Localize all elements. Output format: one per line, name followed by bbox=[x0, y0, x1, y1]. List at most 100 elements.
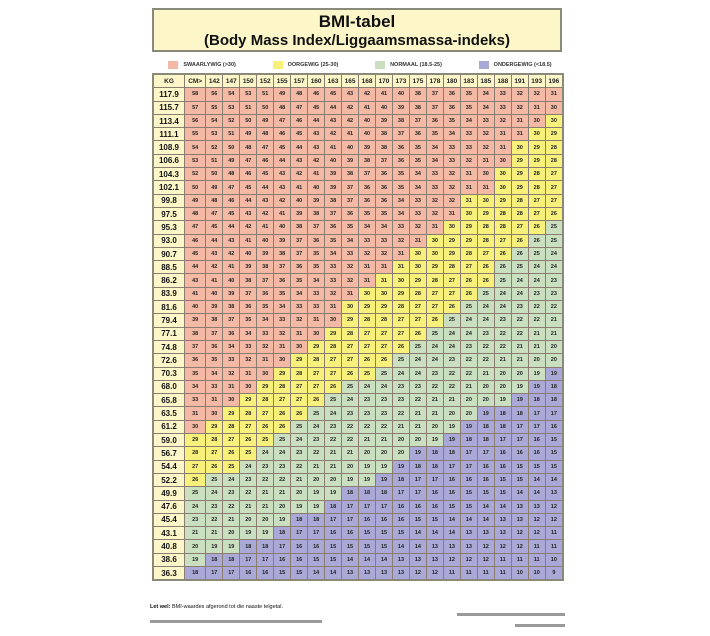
weight-cell: 108.9 bbox=[152, 140, 185, 155]
bmi-cell: 22 bbox=[425, 379, 444, 395]
bmi-cell: 24 bbox=[290, 433, 309, 448]
bmi-cell: 19 bbox=[375, 459, 393, 474]
bmi-cell: 24 bbox=[205, 486, 224, 501]
bmi-cell: 28 bbox=[341, 326, 360, 341]
table-row: 74.8 37 36 34 33 32 31 30 29 28 27 27 27 26 25 24 24 23 22… bbox=[152, 339, 564, 355]
bmi-cell: 31 bbox=[425, 220, 444, 235]
bmi-cell: 23 bbox=[459, 339, 478, 355]
bmi-cell: 20 bbox=[341, 459, 360, 474]
bmi-cell: 35 bbox=[375, 206, 393, 222]
height-header: 185 bbox=[476, 73, 495, 89]
bmi-cell: 29 bbox=[273, 366, 292, 381]
bmi-cell: 46 bbox=[222, 193, 241, 208]
bmi-cell: 31 bbox=[493, 127, 512, 142]
bmi-cell: 26 bbox=[527, 220, 546, 235]
bmi-cell: 27 bbox=[425, 300, 444, 315]
bmi-cell: 26 bbox=[358, 353, 377, 368]
bmi-cell: 18 bbox=[442, 446, 461, 461]
bmi-cell: 57 bbox=[183, 100, 207, 115]
weight-cell: 59.0 bbox=[152, 433, 185, 448]
bmi-cell: 33 bbox=[358, 233, 377, 248]
bmi-cell: 22 bbox=[493, 326, 512, 341]
bmi-cell: 48 bbox=[273, 100, 292, 115]
bmi-cell: 34 bbox=[341, 233, 360, 248]
bmi-cell: 28 bbox=[544, 153, 564, 169]
bmi-cell: 31 bbox=[459, 180, 478, 195]
bmi-cell: 39 bbox=[290, 206, 309, 222]
bmi-cell: 16 bbox=[493, 459, 512, 474]
bmi-cell: 22 bbox=[442, 366, 461, 381]
bmi-cell: 33 bbox=[493, 87, 512, 102]
bmi-cell: 16 bbox=[391, 512, 410, 528]
bmi-cell: 15 bbox=[341, 539, 360, 554]
bmi-cell: 14 bbox=[527, 486, 546, 501]
bmi-cell: 14 bbox=[341, 552, 360, 567]
bmi-cell: 35 bbox=[307, 246, 326, 262]
bmi-cell: 30 bbox=[493, 153, 512, 169]
bmi-cell: 16 bbox=[425, 499, 444, 514]
bmi-cell: 18 bbox=[493, 419, 512, 435]
bmi-cell: 19 bbox=[527, 379, 546, 395]
table-row: 86.2 43 41 40 38 37 36 35 34 33 32 31 31 30 29 28 27 26 26… bbox=[152, 273, 564, 288]
bmi-cell: 27 bbox=[239, 419, 258, 435]
bmi-cell: 42 bbox=[307, 153, 326, 169]
bmi-cell: 16 bbox=[510, 446, 529, 461]
bmi-cell: 26 bbox=[493, 260, 512, 275]
bmi-cell: 33 bbox=[442, 153, 461, 169]
weight-cell: 97.5 bbox=[152, 206, 185, 222]
bmi-cell: 16 bbox=[341, 526, 360, 541]
bmi-cell: 38 bbox=[408, 100, 427, 115]
bmi-cell: 22 bbox=[391, 406, 410, 421]
bmi-cell: 20 bbox=[442, 406, 461, 421]
bmi-cell: 13 bbox=[493, 526, 512, 541]
bmi-cell: 23 bbox=[493, 313, 512, 328]
bmi-cell: 28 bbox=[510, 193, 529, 208]
bmi-cell: 24 bbox=[183, 499, 207, 514]
table-row: 93.0 46 44 43 41 40 39 37 36 35 34 33 33 32 31 30 29 29 28… bbox=[152, 233, 564, 248]
bmi-cell: 25 bbox=[273, 433, 292, 448]
bmi-cell: 36 bbox=[183, 353, 207, 368]
bmi-cell: 20 bbox=[290, 486, 309, 501]
bmi-cell: 46 bbox=[307, 87, 326, 102]
bmi-cell: 29 bbox=[425, 260, 444, 275]
bmi-cell: 33 bbox=[256, 326, 275, 341]
bmi-cell: 28 bbox=[527, 167, 546, 182]
bmi-cell: 35 bbox=[408, 140, 427, 155]
bmi-cell: 31 bbox=[408, 233, 427, 248]
bmi-cell: 30 bbox=[459, 206, 478, 222]
bmi-cell: 26 bbox=[273, 419, 292, 435]
table-row: 61.2 30 29 28 27 26 26 25 24 23 22 22 22 21 21 20 19 19 18… bbox=[152, 419, 564, 435]
height-header: 180 bbox=[442, 73, 461, 89]
bmi-cell: 15 bbox=[375, 539, 393, 554]
bmi-cell: 36 bbox=[324, 220, 343, 235]
legend-item-underweight: ONDERGEWIG (<18.5) bbox=[478, 61, 552, 69]
bmi-cell: 32 bbox=[476, 127, 495, 142]
bmi-cell: 36 bbox=[358, 180, 377, 195]
bmi-cell: 22 bbox=[222, 499, 241, 514]
bmi-cell: 19 bbox=[425, 433, 444, 448]
bmi-cell: 21 bbox=[408, 419, 427, 435]
bmi-cell: 28 bbox=[493, 220, 512, 235]
bmi-cell: 23 bbox=[256, 459, 275, 474]
bmi-cell: 21 bbox=[544, 313, 564, 328]
bmi-cell: 22 bbox=[476, 353, 495, 368]
bmi-cell: 26 bbox=[273, 406, 292, 421]
bmi-cell: 28 bbox=[375, 313, 393, 328]
bmi-cell: 16 bbox=[408, 499, 427, 514]
bmi-cell: 13 bbox=[527, 499, 546, 514]
bmi-cell: 9 bbox=[544, 565, 564, 581]
bmi-cell: 45 bbox=[222, 206, 241, 222]
bmi-cell: 21 bbox=[341, 446, 360, 461]
bmi-cell: 36 bbox=[341, 206, 360, 222]
table-row: 95.3 47 45 44 42 41 40 38 37 36 35 34 34 33 32 31 30 29 28… bbox=[152, 220, 564, 235]
bmi-cell: 16 bbox=[290, 552, 309, 567]
height-header: 155 bbox=[273, 73, 292, 89]
bmi-cell: 41 bbox=[375, 87, 393, 102]
bmi-cell: 13 bbox=[510, 512, 529, 528]
bmi-cell: 17 bbox=[408, 472, 427, 488]
bmi-cell: 25 bbox=[375, 366, 393, 381]
bmi-cell: 27 bbox=[290, 393, 309, 408]
bmi-cell: 40 bbox=[324, 153, 343, 169]
bmi-cell: 21 bbox=[408, 406, 427, 421]
bmi-cell: 20 bbox=[493, 366, 512, 381]
